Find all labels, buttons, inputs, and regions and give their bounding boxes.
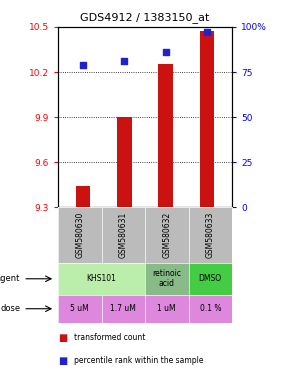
Point (122, 58, 127, 64)
Text: GSM580630: GSM580630 (75, 212, 84, 258)
Bar (158, 65, 173, 207)
Text: 5 uM: 5 uM (70, 304, 89, 313)
Text: GDS4912 / 1383150_at: GDS4912 / 1383150_at (80, 12, 210, 23)
Text: 1.7 uM: 1.7 uM (110, 304, 136, 313)
Text: DMSO: DMSO (199, 274, 222, 283)
Bar (117, 117, 132, 207)
Text: GSM580633: GSM580633 (206, 212, 215, 258)
Text: 1 uM: 1 uM (157, 304, 176, 313)
Text: GSM580632: GSM580632 (162, 212, 171, 258)
Bar (200, 31, 214, 207)
Point (163, 49, 168, 55)
Text: ■: ■ (58, 356, 67, 366)
Bar (76, 186, 90, 207)
Text: KHS101: KHS101 (86, 274, 117, 283)
Point (81, 62, 85, 68)
Text: dose: dose (0, 304, 20, 313)
Text: transformed count: transformed count (74, 333, 145, 343)
Text: ■: ■ (58, 333, 67, 343)
Point (205, 29, 209, 35)
Text: agent: agent (0, 274, 20, 283)
Text: GSM580631: GSM580631 (119, 212, 128, 258)
Text: 0.1 %: 0.1 % (200, 304, 221, 313)
Text: retinoic
acid: retinoic acid (152, 269, 181, 288)
Text: percentile rank within the sample: percentile rank within the sample (74, 356, 204, 366)
